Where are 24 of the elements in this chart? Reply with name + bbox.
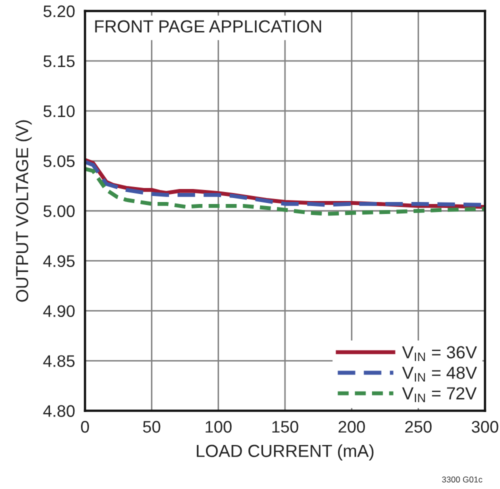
y-tick-label: 5.10 [44,105,75,118]
y-tick-label: 5.00 [44,205,75,218]
y-tick-label: 4.80 [43,405,75,417]
x-tick-label: 200 [338,420,365,433]
y-tick-label: 4.90 [43,305,75,318]
legend-label: V$_{IN}$ = 36V [402,346,477,362]
x-axis-title: LOAD CURRENT (mA) [196,444,374,461]
x-tick-label: 300 [472,420,498,433]
legend-label: V$_{IN}$ = 72V [402,387,477,402]
x-tick-label: 100 [206,420,232,433]
legend-label: V$_{IN}$ = 48V [402,366,477,382]
y-tick-label: 4.95 [43,255,75,268]
y-axis-title: OUTPUT VOLTAGE (V) [16,120,32,302]
y-tick-label: 5.20 [44,5,75,18]
y-tick-label: 5.05 [44,155,75,168]
x-tick-label: 150 [272,420,298,433]
y-tick-label: 4.85 [43,355,75,367]
chart-title: FRONT PAGE APPLICATION [95,20,322,33]
text: 3300 G01c [442,476,482,482]
y-tick-label: 5.15 [44,56,75,68]
x-tick-label: 0 [81,420,89,433]
x-tick-label: 250 [405,420,432,433]
line-series [85,166,485,216]
x-tick-label: 50 [143,420,160,433]
